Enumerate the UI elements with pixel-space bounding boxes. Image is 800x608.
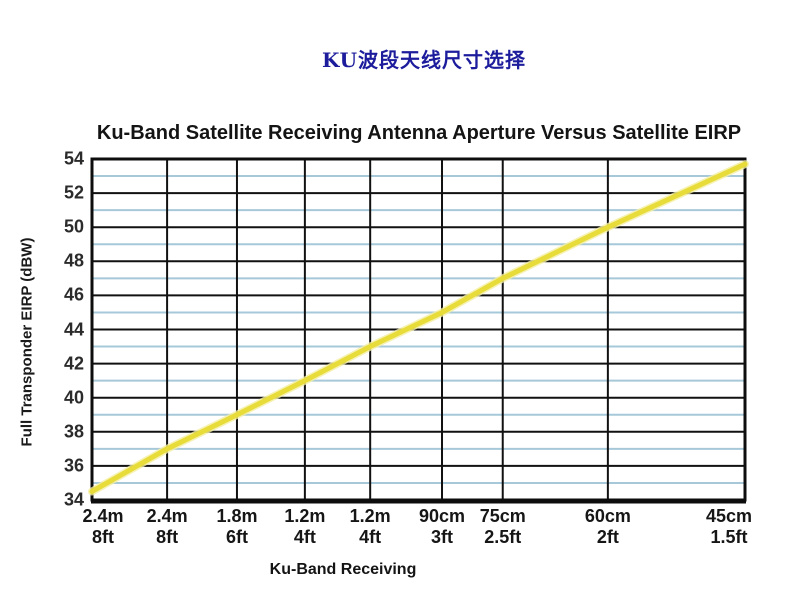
x-tick-metric: 75cm bbox=[479, 506, 526, 526]
y-tick-label: 40 bbox=[63, 387, 84, 408]
eirp-line bbox=[89, 161, 748, 494]
y-tick-label: 46 bbox=[63, 284, 84, 305]
y-tick-label: 34 bbox=[63, 489, 84, 510]
y-tick-label: 44 bbox=[63, 319, 84, 339]
x-tick-label: 2.4m 8ft bbox=[82, 506, 123, 548]
x-tick-label: 75cm 2.5ft bbox=[480, 506, 526, 548]
x-tick-imperial: 2ft bbox=[596, 527, 619, 547]
x-tick-imperial: 6ft bbox=[225, 527, 248, 547]
y-axis-title: Full Transponder EIRP (dBW) bbox=[18, 237, 36, 447]
x-tick-metric: 1.8m bbox=[216, 506, 258, 526]
x-tick-metric: 90cm bbox=[418, 506, 466, 526]
eirp-line-halo bbox=[88, 160, 749, 496]
x-tick-metric: 2.4m bbox=[146, 506, 188, 526]
y-tick-label: 36 bbox=[63, 455, 84, 476]
x-tick-label: 90cm 3ft bbox=[419, 506, 465, 548]
x-tick-metric: 1.2m bbox=[349, 506, 391, 526]
x-tick-imperial: 3ft bbox=[430, 527, 453, 547]
y-tick-label: 48 bbox=[63, 250, 84, 271]
x-tick-imperial: 4ft bbox=[359, 527, 382, 547]
y-tick-label: 42 bbox=[63, 353, 84, 374]
x-tick-metric: 1.2m bbox=[284, 506, 326, 526]
x-axis-title: Ku-Band Receiving bbox=[269, 561, 417, 578]
x-tick-label: 1.8m 6ft bbox=[216, 506, 257, 548]
y-tick-label: 52 bbox=[63, 182, 84, 203]
y-tick-label: 50 bbox=[63, 216, 84, 237]
x-tick-label: 60cm 2ft bbox=[585, 506, 631, 548]
x-tick-label: 2.4m 8ft bbox=[147, 506, 188, 548]
x-tick-imperial: 4ft bbox=[293, 527, 316, 547]
x-tick-metric: 45cm bbox=[705, 506, 753, 526]
x-tick-imperial: 8ft bbox=[156, 527, 179, 547]
x-tick-label: 1.2m 4ft bbox=[350, 506, 391, 548]
y-tick-label: 54 bbox=[63, 148, 84, 169]
chart-title: Ku-Band Satellite Receiving Antenna Aper… bbox=[96, 122, 742, 144]
x-tick-imperial: 1.5ft bbox=[710, 527, 748, 547]
x-tick-imperial: 8ft bbox=[92, 527, 114, 547]
x-tick-metric: 60cm bbox=[584, 506, 631, 526]
x-tick-label: 1.2m 4ft bbox=[284, 506, 325, 548]
x-tick-metric: 2.4m bbox=[82, 506, 124, 526]
x-tick-label: 45cm 1.5ft bbox=[706, 506, 752, 548]
y-tick-label: 38 bbox=[63, 421, 84, 442]
x-tick-imperial: 2.5ft bbox=[484, 527, 522, 547]
page-title: KU波段天线尺寸选择 bbox=[321, 48, 527, 72]
